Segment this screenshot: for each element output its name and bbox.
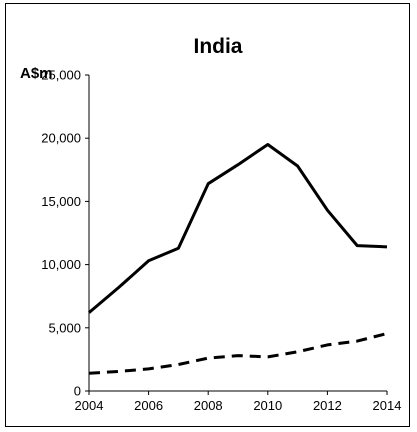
y-axis-unit-label: A$m	[20, 65, 53, 82]
x-tick-label: 2008	[194, 398, 223, 413]
series-layer	[88, 143, 388, 375]
y-tick-label: 25,000	[41, 68, 81, 83]
chart-frame	[5, 3, 410, 427]
series-line-2-dashed	[88, 332, 388, 375]
y-tick-label: 5,000	[48, 320, 81, 335]
x-tick-label: 2010	[253, 398, 282, 413]
x-tick-label: 2006	[134, 398, 163, 413]
y-tick-label: 0	[74, 384, 81, 399]
axes: 0 5,000 10,000 15,000 20,000 25,000 2004 2006 20…	[41, 68, 401, 414]
x-tick-label: 2012	[313, 398, 342, 413]
x-tick-label: 2014	[373, 398, 402, 413]
x-tick-label: 2004	[75, 398, 104, 413]
y-tick-label: 10,000	[41, 257, 81, 272]
chart-title: India	[193, 35, 242, 58]
y-tick-label: 20,000	[41, 131, 81, 146]
series-line-1-solid	[88, 143, 388, 314]
y-tick-label: 15,000	[41, 194, 81, 209]
